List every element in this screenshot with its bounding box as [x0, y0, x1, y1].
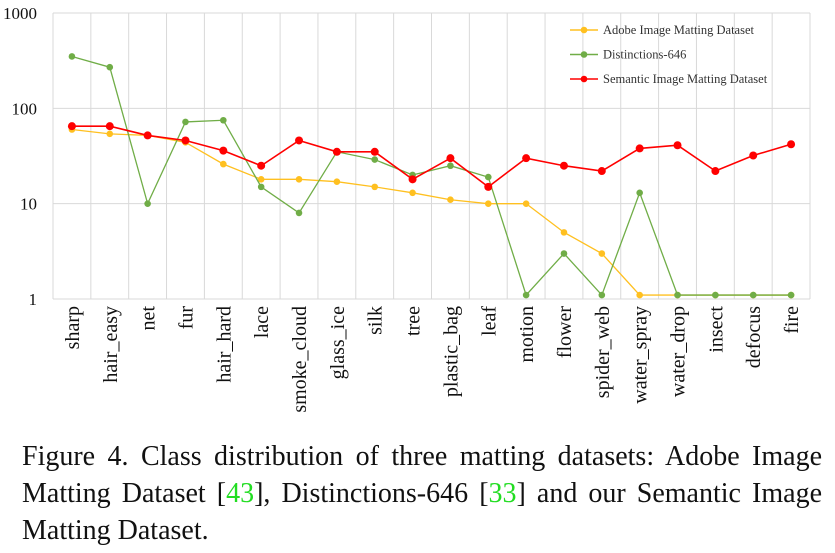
y-tick-label: 100 [12, 99, 38, 118]
data-point [181, 136, 190, 145]
data-point [446, 154, 455, 163]
data-point [143, 131, 152, 140]
data-point [106, 63, 114, 71]
x-tick-label: leaf [478, 306, 500, 336]
caption-text: Figure 4. Class distribution of three ma… [22, 441, 822, 509]
x-tick-label: hair_easy [100, 306, 122, 383]
data-point [597, 167, 606, 176]
data-point [257, 183, 265, 191]
x-tick-label: insect [705, 306, 727, 353]
x-tick-label: glass_ice [327, 306, 349, 379]
x-tick-label: hair_hard [213, 306, 235, 383]
x-tick-label: plastic_bag [440, 306, 462, 397]
x-tick-label: fur [175, 306, 197, 330]
data-point [636, 291, 643, 299]
legend-marker [580, 51, 588, 58]
data-point [295, 209, 303, 217]
data-point [332, 147, 341, 156]
data-point [598, 250, 606, 257]
data-point [560, 229, 568, 236]
data-point [409, 189, 416, 197]
x-tick-label: sharp [62, 306, 84, 349]
citation-link[interactable]: 43 [226, 478, 255, 509]
data-point [522, 200, 530, 207]
x-tick-label: net [138, 306, 160, 331]
data-point [182, 118, 189, 126]
x-tick-label: spider_web [592, 306, 614, 398]
data-point [749, 291, 757, 299]
x-tick-label: defocus [743, 306, 765, 368]
x-tick-label: fire [781, 306, 803, 334]
data-point [787, 291, 795, 299]
data-point [333, 178, 341, 185]
y-tick-label: 1000 [3, 4, 37, 23]
caption-text: ] and our Semantic Image Matting Dataset… [22, 478, 822, 546]
data-point [295, 136, 304, 145]
figure-caption: Figure 4. Class distribution of three ma… [22, 438, 822, 549]
data-point [68, 53, 76, 60]
legend-label: Semantic Image Matting Dataset [603, 72, 768, 86]
citation-link[interactable]: 33 [488, 478, 517, 509]
data-point [749, 151, 758, 160]
data-point [484, 200, 492, 207]
data-point [295, 176, 303, 183]
x-tick-label: silk [365, 306, 387, 335]
data-point [371, 183, 379, 191]
data-point [220, 160, 227, 168]
x-tick-label: flower [554, 306, 576, 359]
x-tick-label: smoke_cloud [289, 306, 311, 413]
data-point [408, 175, 417, 184]
data-point [522, 291, 530, 299]
data-point [635, 144, 644, 153]
data-point [219, 146, 228, 155]
data-point [787, 140, 796, 149]
data-point [712, 291, 719, 299]
data-point [67, 122, 76, 131]
x-tick-label: lace [251, 306, 273, 338]
data-point [559, 161, 568, 170]
data-point [711, 167, 720, 176]
x-tick-label: water_drop [668, 306, 690, 397]
series-line [71, 125, 792, 188]
data-point [636, 189, 643, 197]
legend-marker [580, 26, 588, 34]
legend-label: Distinctions-646 [603, 48, 686, 62]
x-tick-label: water_spray [630, 306, 652, 404]
series-line [71, 55, 792, 297]
data-point [370, 147, 379, 156]
data-point [371, 156, 379, 163]
data-point [144, 200, 151, 207]
data-point [106, 130, 114, 138]
data-point [674, 291, 681, 299]
data-point [673, 141, 682, 150]
data-point [220, 116, 227, 124]
caption-text: ], Distinctions-646 [ [254, 478, 489, 509]
data-point [522, 154, 531, 163]
data-point [257, 176, 265, 183]
class-distribution-chart: 1 10 100 1000 sharp hair_easy net fur hair_hard l… [3, 4, 811, 413]
y-tick-label: 10 [20, 195, 37, 214]
data-point [105, 122, 114, 131]
data-point [484, 182, 493, 191]
data-point [598, 291, 606, 299]
x-tick-label: motion [516, 306, 538, 363]
data-point [257, 161, 266, 170]
data-point [447, 196, 454, 204]
x-tick-label: tree [403, 306, 425, 336]
series-line [71, 128, 792, 296]
legend-label: Adobe Image Matting Dataset [603, 23, 755, 37]
data-point [484, 173, 492, 181]
data-point [447, 162, 454, 170]
legend-marker [580, 75, 588, 83]
data-point [560, 250, 568, 257]
y-tick-label: 1 [29, 290, 38, 309]
